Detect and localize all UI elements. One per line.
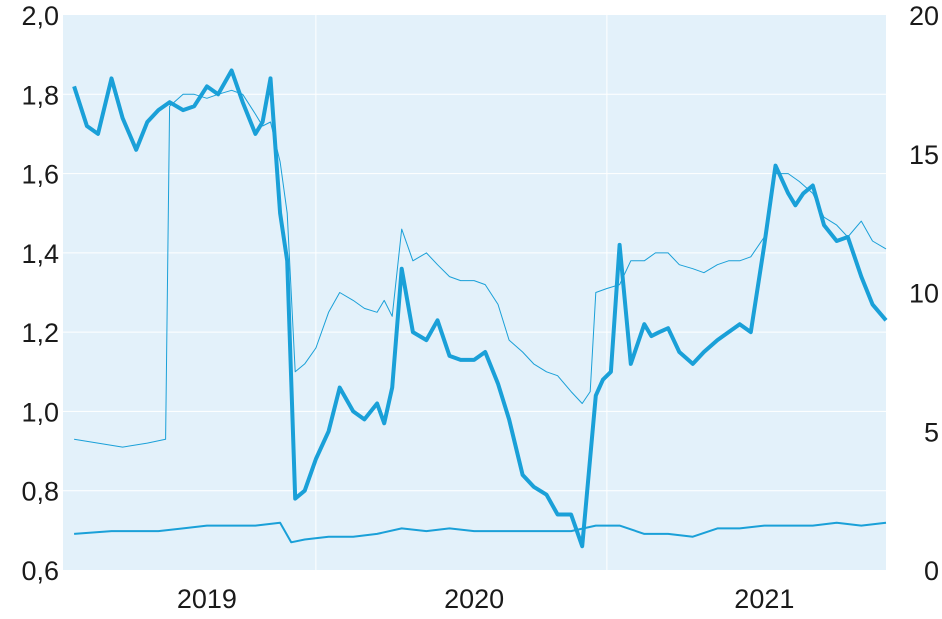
left-axis: 2,0 1,8 1,6 1,4 1,2 1,0 0,8 0,6 [21, 1, 59, 586]
y-right-tick-label: 20 [909, 1, 939, 31]
y-left-tick-label: 0,6 [21, 556, 59, 586]
gridlines [63, 15, 886, 570]
y-right-tick-label: 0 [924, 556, 939, 586]
series-line-2 [74, 89, 887, 448]
y-left-tick-label: 1,4 [21, 239, 59, 269]
plot-background [63, 15, 886, 570]
y-left-tick-label: 1,6 [21, 160, 59, 190]
x-axis: 2019 2020 2021 [177, 584, 794, 614]
series-layer [72, 68, 888, 549]
y-left-tick-label: 2,0 [21, 1, 59, 31]
y-right-tick-label: 5 [924, 417, 939, 447]
series-line-3 [74, 521, 887, 544]
right-axis: 20 15 10 5 0 [909, 1, 939, 586]
y-right-tick-label: 10 [909, 279, 939, 309]
y-left-tick-label: 1,0 [21, 397, 59, 427]
x-tick-label: 2020 [444, 584, 504, 614]
x-tick-label: 2021 [734, 584, 794, 614]
series-line-1 [72, 68, 888, 549]
y-left-tick-label: 0,8 [21, 477, 59, 507]
y-right-tick-label: 15 [909, 140, 939, 170]
y-left-tick-label: 1,8 [21, 80, 59, 110]
y-left-tick-label: 1,2 [21, 318, 59, 348]
x-tick-label: 2019 [177, 584, 237, 614]
